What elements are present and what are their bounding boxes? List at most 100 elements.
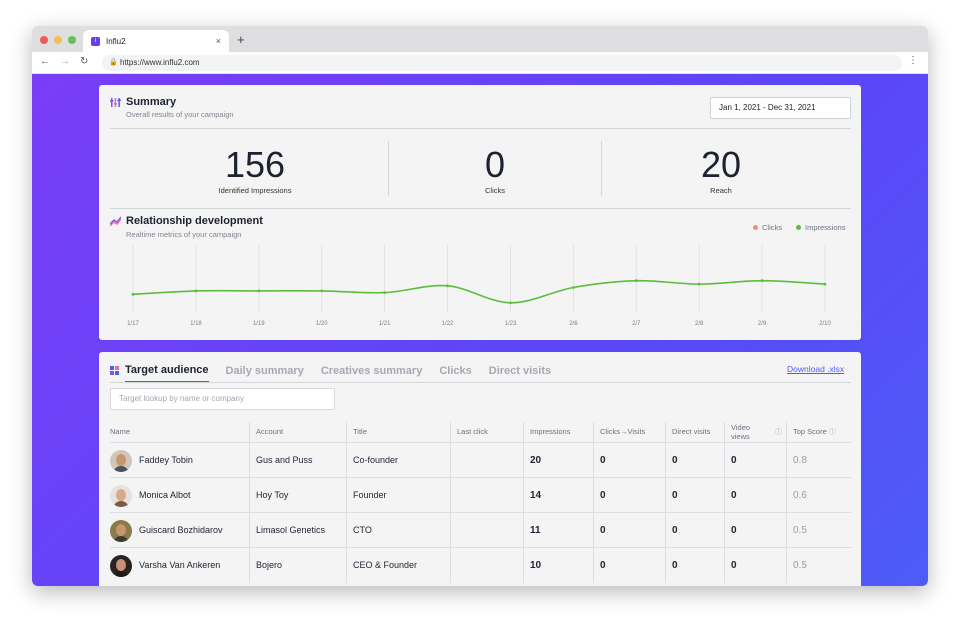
sliders-icon — [110, 97, 121, 111]
x-tick-label: 1/21 — [379, 321, 391, 327]
relationship-chart: 1/17 1/18 1/19 1/20 1/21 1/22 1/23 2/6 2/7 2/8 2/9… — [127, 245, 831, 327]
column-header-clicks-visits[interactable]: Clicks→Visits — [593, 422, 665, 442]
column-header-title[interactable]: Title — [346, 422, 450, 442]
table-row[interactable]: Guiscard Bozhidarov Limasol Genetics CTO 11… — [110, 512, 851, 548]
summary-subtitle: Overall results of your campaign — [126, 110, 234, 119]
browser-menu-icon[interactable]: ⋮ — [908, 55, 918, 66]
stat-value: 20 — [700, 144, 742, 185]
info-icon[interactable]: ⓘ — [828, 429, 836, 436]
top-score-cell: 0.5 — [786, 513, 851, 548]
relationship-title: Relationship development — [126, 215, 263, 227]
name-cell: Monica Albot — [110, 478, 249, 513]
info-icon[interactable]: ⓘ — [775, 429, 782, 436]
column-header-name[interactable]: Name — [110, 427, 131, 436]
target-audience-card: Target audience Daily summary Creatives … — [99, 352, 861, 586]
trend-icon — [109, 216, 122, 229]
title-cell: CTO — [346, 513, 450, 548]
clicks-visits-cell: 0 — [593, 513, 665, 548]
avatar — [110, 554, 132, 577]
x-tick-label: 2/8 — [695, 321, 704, 327]
data-point[interactable] — [823, 282, 827, 286]
legend-item-clicks[interactable]: Clicks — [753, 223, 782, 232]
maximize-window-button[interactable] — [68, 36, 76, 44]
date-range-picker[interactable]: Jan 1, 2021 - Dec 31, 2021 — [710, 97, 851, 119]
top-score-cell: 0.6 — [786, 478, 851, 513]
tab-target-audience[interactable]: Target audience — [125, 364, 209, 383]
url-field[interactable]: 🔒 https://www.influ2.com — [102, 55, 902, 71]
person-name[interactable]: Varsha Van Ankeren — [139, 560, 221, 570]
direct-visits-cell: 0 — [665, 548, 724, 583]
browser-tab[interactable]: i Influ2 × — [83, 30, 229, 52]
column-header-impressions[interactable]: Impressions — [523, 422, 593, 442]
impressions-cell: 14 — [523, 478, 593, 513]
new-tab-button[interactable]: + — [237, 32, 245, 47]
stat-value: 156 — [224, 144, 286, 185]
tab-title: Influ2 — [106, 36, 126, 46]
page-content: Summary Overall results of your campaign… — [32, 74, 928, 586]
data-point[interactable] — [571, 286, 575, 289]
legend-dot-icon — [796, 225, 801, 230]
name-cell: Guiscard Bozhidarov — [110, 513, 249, 548]
table-row[interactable]: Monica Albot Hoy Toy Founder 14 0 0 0 0.6 — [110, 477, 851, 513]
top-score-cell: 0.5 — [786, 548, 851, 583]
column-header-video-views[interactable]: Video views ⓘ — [724, 422, 786, 442]
data-point[interactable] — [446, 284, 449, 288]
stat-label: Reach — [710, 186, 732, 195]
direct-visits-cell: 0 — [665, 513, 724, 548]
data-point[interactable] — [760, 279, 764, 283]
column-header-direct-visits[interactable]: Direct visits — [665, 422, 724, 442]
column-header-top-score[interactable]: Top Score ⓘ — [786, 422, 851, 442]
window-controls — [40, 36, 76, 44]
data-point[interactable] — [320, 289, 324, 293]
clicks-visits-cell: 0 — [593, 478, 665, 513]
person-name[interactable]: Monica Albot — [139, 490, 191, 500]
impressions-cell: 10 — [523, 548, 593, 583]
data-point[interactable] — [257, 289, 261, 293]
stat-label: Clicks — [485, 186, 505, 195]
legend-item-impressions[interactable]: Impressions — [796, 223, 845, 232]
last-click-cell — [450, 513, 523, 548]
account-cell: Hoy Toy — [249, 478, 346, 513]
tab-direct-visits[interactable]: Direct visits — [488, 365, 552, 377]
minimize-window-button[interactable] — [54, 36, 62, 44]
data-point[interactable] — [634, 279, 638, 283]
video-views-cell: 0 — [724, 548, 786, 583]
back-arrow-icon[interactable]: ← — [40, 56, 50, 67]
data-point[interactable] — [194, 289, 198, 293]
person-name[interactable]: Guiscard Bozhidarov — [139, 525, 223, 535]
person-name[interactable]: Faddey Tobin — [139, 455, 193, 465]
column-header-last-click[interactable]: Last click — [450, 422, 523, 442]
data-point[interactable] — [131, 292, 135, 296]
table-row[interactable]: Varsha Van Ankeren Bojero CEO & Founder 10 0… — [110, 547, 851, 583]
lock-icon: 🔒 — [109, 59, 118, 66]
column-header-account[interactable]: Account — [249, 422, 346, 442]
close-window-button[interactable] — [40, 36, 48, 44]
tab-close-icon[interactable]: × — [215, 36, 221, 46]
target-search-input[interactable]: Target lookup by name or company — [110, 388, 335, 410]
direct-visits-cell: 0 — [665, 443, 724, 478]
tab-daily-summary[interactable]: Daily summary — [225, 365, 304, 377]
stat-identified-impressions: 156 Identified Impressions — [155, 144, 355, 196]
table-row[interactable]: Faddey Tobin Gus and Puss Co-founder 20 0 0 0 0… — [110, 442, 851, 478]
legend-label: Impressions — [805, 223, 846, 232]
data-point[interactable] — [509, 301, 512, 305]
avatar — [110, 484, 132, 507]
data-point[interactable] — [697, 282, 701, 286]
video-views-cell: 0 — [724, 443, 786, 478]
browser-window: i Influ2 × + ← → ↻ 🔒 https://www.influ2.… — [32, 26, 928, 586]
name-cell: Varsha Van Ankeren — [110, 548, 249, 583]
x-tick-label: 1/19 — [253, 321, 265, 327]
tab-clicks[interactable]: Clicks — [439, 365, 472, 377]
series-line-impressions — [132, 279, 826, 304]
tab-creatives-summary[interactable]: Creatives summary — [320, 365, 423, 377]
data-point[interactable] — [383, 291, 387, 294]
last-click-cell — [450, 443, 523, 478]
forward-arrow-icon[interactable]: → — [60, 56, 70, 67]
x-tick-label: 2/10 — [819, 321, 831, 327]
reload-icon[interactable]: ↻ — [80, 56, 89, 67]
table-header: Name Account Title Last click Impression… — [110, 422, 851, 442]
stat-label: Identified Impressions — [218, 186, 292, 195]
download-xlsx-link[interactable]: Download .xlsx — [787, 364, 845, 374]
video-views-cell: 0 — [724, 478, 786, 513]
browser-tab-bar: i Influ2 × + — [32, 26, 928, 52]
